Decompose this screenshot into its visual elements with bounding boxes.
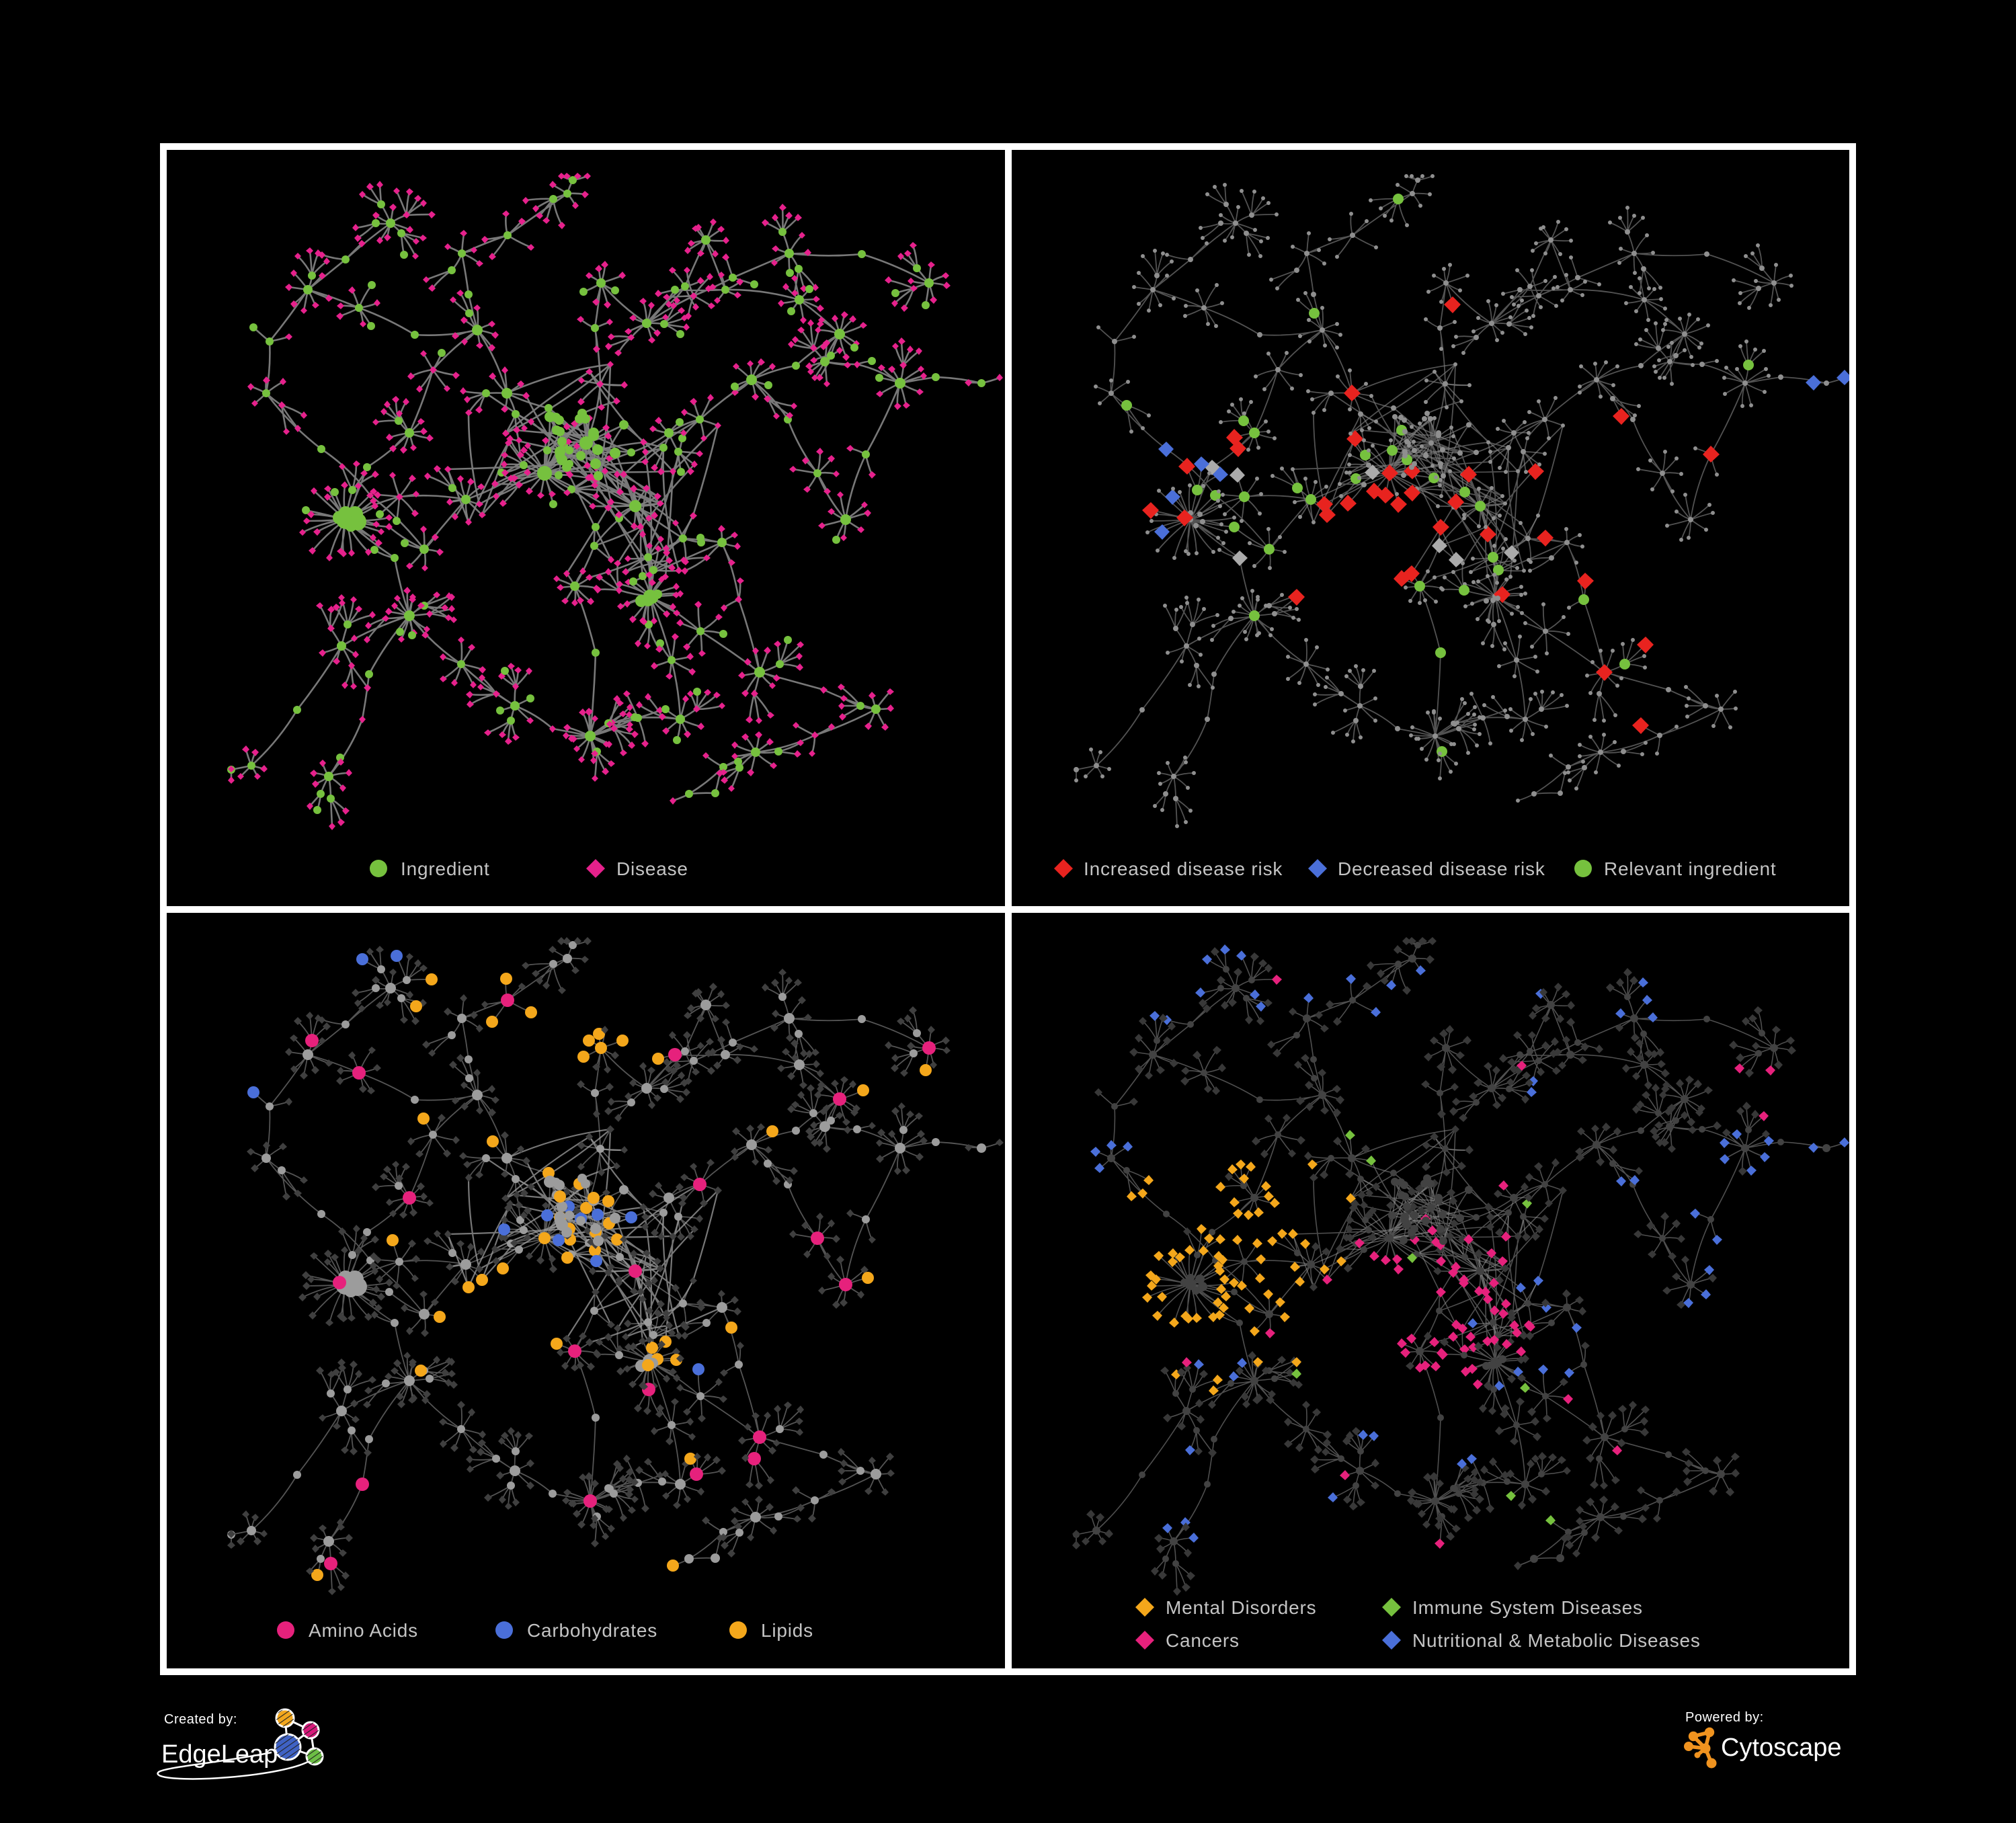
svg-text:Increased disease risk: Increased disease risk [1084,858,1283,879]
svg-text:Cancers: Cancers [1166,1630,1240,1651]
svg-text:Mental Disorders: Mental Disorders [1166,1597,1316,1618]
svg-text:Disease: Disease [616,858,688,879]
svg-text:Immune System Diseases: Immune System Diseases [1412,1597,1643,1618]
svg-text:Carbohydrates: Carbohydrates [527,1620,657,1641]
svg-text:Created by:: Created by: [164,1712,237,1727]
svg-text:Powered by:: Powered by: [1685,1710,1764,1725]
svg-text:Relevant ingredient: Relevant ingredient [1604,858,1776,879]
svg-text:Cytoscape: Cytoscape [1721,1734,1842,1762]
svg-text:Amino Acids: Amino Acids [309,1620,418,1641]
svg-text:Decreased disease risk: Decreased disease risk [1338,858,1545,879]
svg-text:Lipids: Lipids [761,1620,813,1641]
svg-text:Nutritional & Metabolic Diseas: Nutritional & Metabolic Diseases [1412,1630,1701,1651]
svg-text:Ingredient: Ingredient [401,858,490,879]
